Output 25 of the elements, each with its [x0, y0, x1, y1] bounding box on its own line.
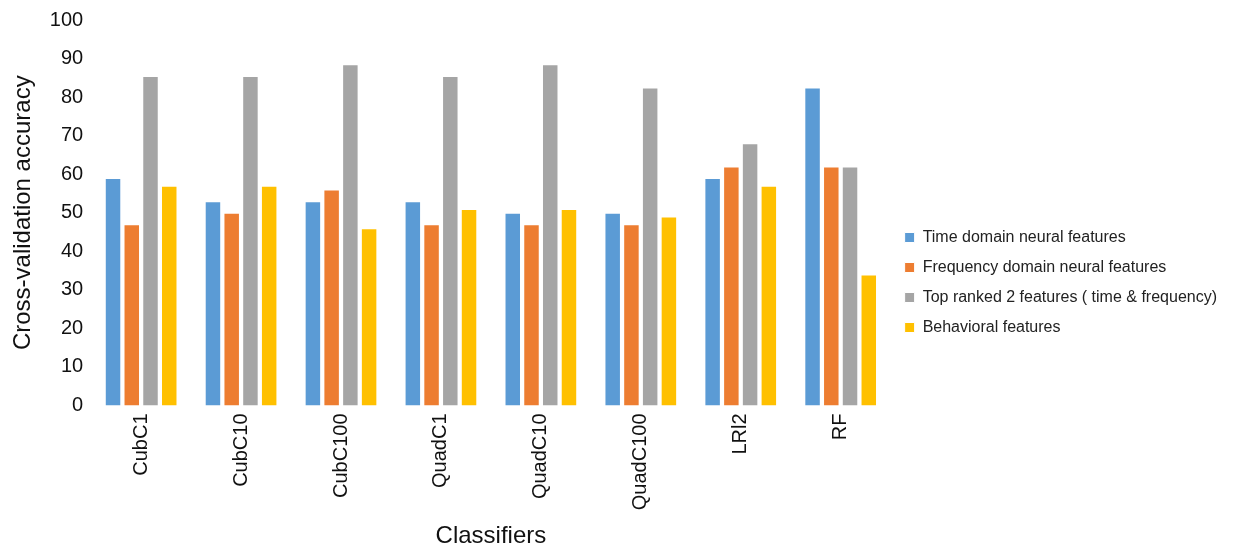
- y-tick-label: 90: [60, 46, 84, 69]
- legend-label: Frequency domain neural features: [922, 257, 1167, 275]
- y-tick-label: 80: [60, 84, 84, 107]
- y-tick-label: 0: [72, 392, 84, 415]
- y-tick-label: 100: [49, 7, 84, 30]
- y-tick-label: 20: [60, 315, 84, 338]
- x-tick-label: QuadC100: [628, 413, 651, 511]
- y-tick-label: 60: [60, 161, 84, 184]
- y-tick-label: 30: [60, 277, 84, 300]
- legend-label: Time domain neural features: [922, 227, 1126, 245]
- legend-label: Behavioral features: [922, 317, 1061, 335]
- x-axis-title: Classifiers: [435, 521, 547, 549]
- y-axis-title: Cross-validation accuracy: [8, 75, 36, 351]
- x-tick-label: CubC1: [128, 413, 151, 476]
- x-tick-label: CubC10: [228, 413, 251, 487]
- legend-label: Top ranked 2 features ( time & frequency): [922, 287, 1218, 305]
- x-tick-label: QuadC10: [528, 413, 551, 500]
- y-tick-label: 40: [60, 238, 84, 261]
- y-tick-label: 10: [60, 354, 84, 377]
- y-tick-label: 50: [60, 200, 84, 223]
- x-tick-label: LRl2: [728, 413, 751, 455]
- y-tick-label: 70: [60, 123, 84, 146]
- x-tick-label: RF: [828, 413, 851, 441]
- x-tick-label: CubC100: [328, 413, 351, 498]
- x-tick-label: QuadC1: [428, 413, 451, 488]
